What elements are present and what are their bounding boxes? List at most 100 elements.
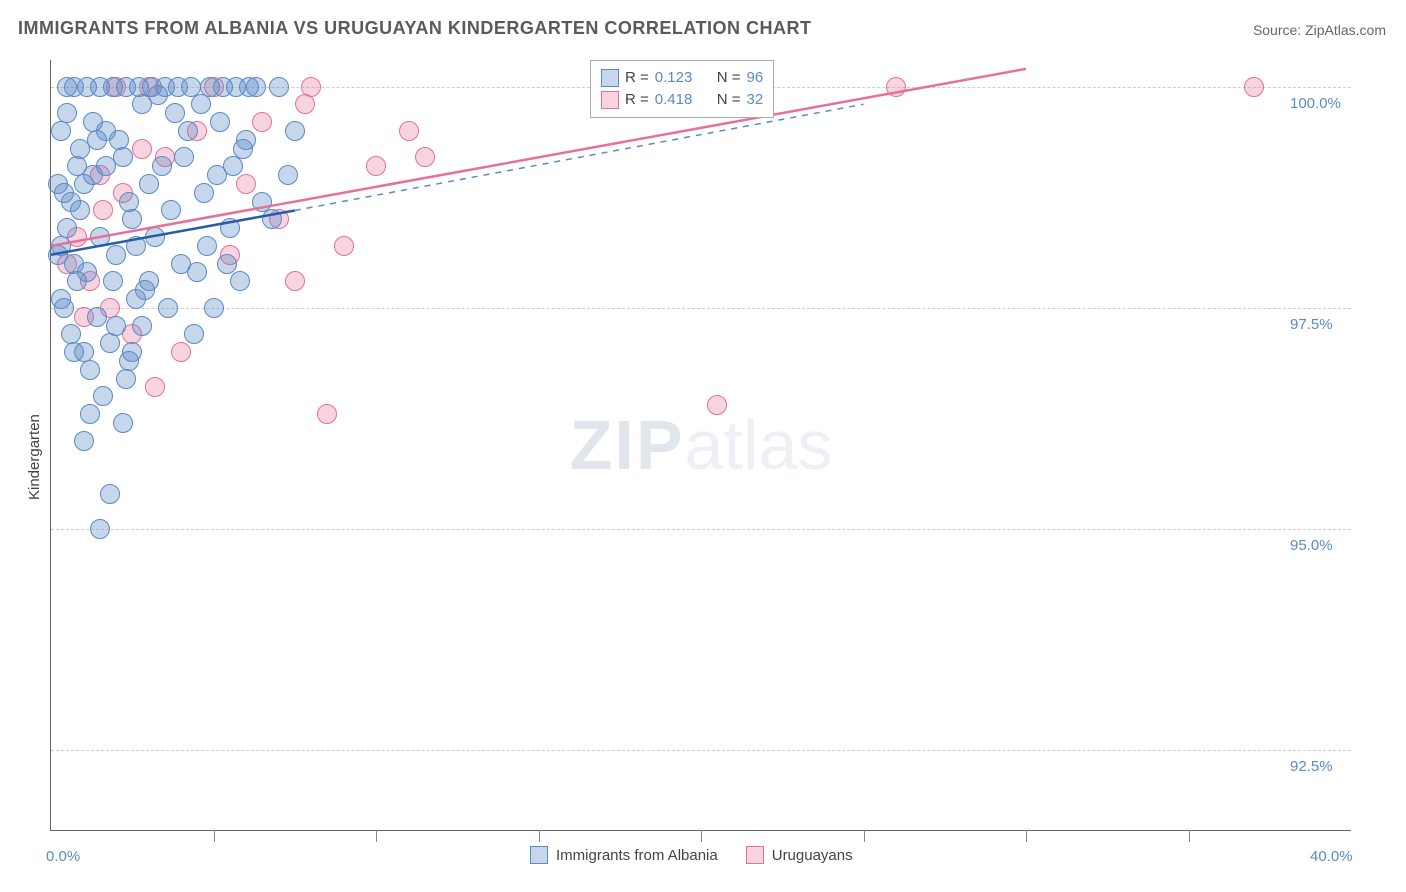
scatter-point <box>80 360 100 380</box>
scatter-point <box>100 484 120 504</box>
scatter-point <box>886 77 906 97</box>
scatter-point <box>1244 77 1264 97</box>
legend-n-value: 32 <box>747 89 764 111</box>
scatter-point <box>262 209 282 229</box>
legend-swatch-uruguay <box>601 91 619 109</box>
scatter-point <box>67 156 87 176</box>
scatter-point <box>51 121 71 141</box>
y-tick-label: 95.0% <box>1290 537 1333 554</box>
x-min-label: 0.0% <box>46 848 80 865</box>
grid-line <box>51 308 1351 309</box>
scatter-point <box>106 245 126 265</box>
legend-swatch-uruguay <box>746 846 764 864</box>
x-tick <box>214 830 215 842</box>
y-tick-label: 92.5% <box>1290 758 1333 775</box>
watermark-zip: ZIP <box>570 406 685 484</box>
scatter-point <box>93 386 113 406</box>
legend-n-label: N = <box>717 89 741 111</box>
legend-row-uruguay: R =0.418N =32 <box>601 89 763 111</box>
scatter-point <box>178 121 198 141</box>
scatter-point <box>109 130 129 150</box>
watermark: ZIPatlas <box>570 405 833 485</box>
scatter-point <box>145 377 165 397</box>
scatter-point <box>57 77 77 97</box>
legend-swatch-albania <box>601 69 619 87</box>
y-tick-label: 97.5% <box>1290 316 1333 333</box>
scatter-point <box>252 112 272 132</box>
x-max-label: 40.0% <box>1310 848 1353 865</box>
scatter-plot-area: ZIPatlas <box>50 60 1351 831</box>
scatter-point <box>217 254 237 274</box>
x-tick <box>376 830 377 842</box>
grid-line <box>51 750 1351 751</box>
correlation-legend: R = 0.123 N = 96R = 0.418 N = 32 <box>590 60 774 118</box>
scatter-point <box>236 130 256 150</box>
legend-row-albania: R = 0.123 N = 96 <box>601 67 763 89</box>
scatter-point <box>161 200 181 220</box>
scatter-point <box>191 94 211 114</box>
scatter-point <box>171 342 191 362</box>
scatter-point <box>285 121 305 141</box>
legend-label: Uruguayans <box>772 847 853 864</box>
scatter-point <box>57 218 77 238</box>
scatter-point <box>119 351 139 371</box>
scatter-point <box>132 139 152 159</box>
legend-label: Immigrants from Albania <box>556 847 718 864</box>
scatter-point <box>51 289 71 309</box>
scatter-point <box>210 112 230 132</box>
y-axis-label: Kindergarten <box>26 414 43 500</box>
scatter-point <box>67 271 87 291</box>
scatter-point <box>285 271 305 291</box>
x-tick <box>539 830 540 842</box>
scatter-point <box>132 316 152 336</box>
scatter-point <box>230 271 250 291</box>
scatter-point <box>223 156 243 176</box>
scatter-point <box>165 103 185 123</box>
scatter-point <box>96 156 116 176</box>
legend-n-label: N = <box>717 67 741 89</box>
scatter-point <box>113 413 133 433</box>
grid-line <box>51 529 1351 530</box>
scatter-point <box>171 254 191 274</box>
scatter-point <box>106 316 126 336</box>
source-attribution: Source: ZipAtlas.com <box>1253 22 1386 38</box>
legend-r-label: R = <box>625 67 649 89</box>
scatter-point <box>707 395 727 415</box>
scatter-point <box>278 165 298 185</box>
scatter-point <box>122 209 142 229</box>
scatter-point <box>145 227 165 247</box>
chart-title: IMMIGRANTS FROM ALBANIA VS URUGUAYAN KIN… <box>18 18 812 39</box>
scatter-point <box>48 174 68 194</box>
scatter-point <box>399 121 419 141</box>
scatter-point <box>204 298 224 318</box>
scatter-point <box>295 94 315 114</box>
watermark-atlas: atlas <box>685 406 833 484</box>
scatter-point <box>220 218 240 238</box>
legend-item-albania: Immigrants from Albania <box>530 846 718 864</box>
scatter-point <box>93 200 113 220</box>
legend-n-value: 96 <box>747 67 764 89</box>
series-legend: Immigrants from Albania Uruguayans <box>530 846 853 864</box>
scatter-point <box>334 236 354 256</box>
scatter-point <box>139 271 159 291</box>
x-tick <box>864 830 865 842</box>
scatter-point <box>269 77 289 97</box>
scatter-point <box>90 227 110 247</box>
legend-r-value: 0.418 <box>655 89 705 111</box>
scatter-point <box>87 307 107 327</box>
scatter-point <box>174 147 194 167</box>
scatter-point <box>194 183 214 203</box>
scatter-point <box>103 271 123 291</box>
x-tick <box>1189 830 1190 842</box>
scatter-point <box>366 156 386 176</box>
scatter-point <box>197 236 217 256</box>
x-tick <box>1026 830 1027 842</box>
scatter-point <box>415 147 435 167</box>
scatter-point <box>236 174 256 194</box>
scatter-point <box>48 245 68 265</box>
legend-r-value: 0.123 <box>655 67 705 89</box>
scatter-point <box>158 298 178 318</box>
scatter-point <box>139 174 159 194</box>
scatter-point <box>90 519 110 539</box>
scatter-point <box>317 404 337 424</box>
